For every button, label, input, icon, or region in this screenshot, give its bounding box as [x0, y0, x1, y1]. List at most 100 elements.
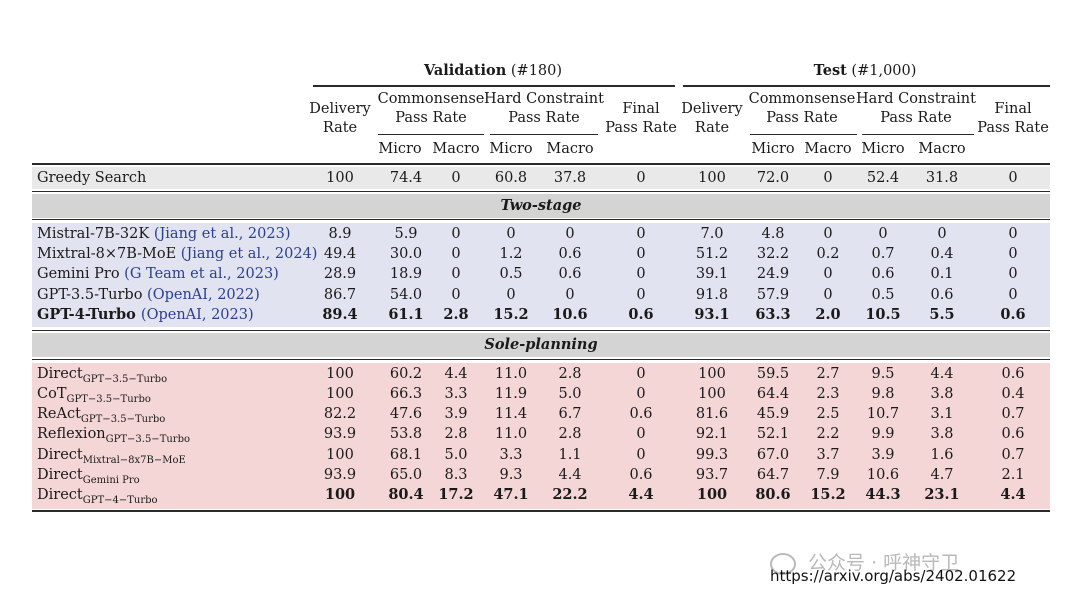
col-header-test-final: Final Pass Rate	[977, 101, 1049, 136]
sole-planning-header-band	[32, 333, 1050, 357]
greedy-search-val-cs-macro: 0	[451, 170, 461, 186]
sole-planning-row-3-test-final: 0.6	[1001, 426, 1025, 442]
sole-planning-row-5-val-hard-micro: 9.3	[499, 467, 523, 483]
sole-planning-row-6-val-cs-macro: 17.2	[438, 486, 474, 503]
method-sole-planning-4: DirectMixtral−8x7B−MoE	[37, 447, 186, 466]
method-sole-planning-1: CoTGPT−3.5−Turbo	[37, 386, 151, 405]
method-name: ReAct	[37, 406, 81, 422]
two-stage-row-0-test-cs-macro: 0	[823, 226, 833, 242]
model-name: Mixtral-8×7B-MoE	[37, 246, 181, 262]
sole-planning-row-6-val-final: 4.4	[628, 486, 654, 503]
sole-planning-row-4-val-cs-macro: 5.0	[444, 447, 468, 463]
two-stage-row-2-val-cs-micro: 18.9	[389, 266, 423, 282]
greedy-search-val-hard-macro: 37.8	[553, 170, 587, 186]
section-header-two-stage: Two-stage	[500, 197, 582, 214]
sole-planning-row-3-val-hard-macro: 2.8	[558, 426, 582, 442]
two-stage-row-0-val-hard-micro: 0	[506, 226, 516, 242]
two-stage-row-3-val-hard-micro: 0	[506, 287, 516, 303]
two-stage-row-3-val-cs-macro: 0	[451, 287, 461, 303]
sole-planning-row-5-test-hard-macro: 4.7	[930, 467, 954, 483]
two-stage-row-1-test-hard-micro: 0.7	[871, 246, 895, 262]
rule-above-two-stage	[32, 191, 1050, 192]
sole-planning-row-0-val-cs-micro: 60.2	[389, 366, 423, 382]
two-stage-row-4-test-cs-macro: 2.0	[815, 306, 841, 323]
two-stage-row-3-val-final: 0	[636, 287, 646, 303]
sole-planning-row-1-val-hard-micro: 11.9	[494, 386, 528, 402]
sole-planning-row-4-test-delivery: 99.3	[695, 447, 729, 463]
sole-planning-row-3-test-hard-macro: 3.8	[930, 426, 954, 442]
sole-planning-row-2-val-delivery: 82.2	[323, 406, 357, 422]
col-header-val-commonsense: Commonsense Pass Rate	[377, 91, 485, 126]
sole-planning-row-4-val-hard-macro: 1.1	[558, 447, 582, 463]
sole-planning-row-5-test-hard-micro: 10.6	[866, 467, 900, 483]
citation-link[interactable]: (G Team et al., 2023)	[124, 266, 279, 282]
sole-planning-row-6-test-cs-macro: 15.2	[810, 486, 846, 503]
two-stage-row-2-val-cs-macro: 0	[451, 266, 461, 282]
test-group-header: Test (#1,000)	[814, 61, 917, 81]
greedy-search-test-cs-micro: 72.0	[756, 170, 790, 186]
two-stage-row-3-val-hard-macro: 0	[565, 287, 575, 303]
sole-planning-row-5-test-cs-micro: 64.7	[756, 467, 790, 483]
two-stage-row-3-test-hard-micro: 0.5	[871, 287, 895, 303]
subheader-val-hard-micro: Micro	[489, 141, 533, 157]
sole-planning-row-5-val-final: 0.6	[629, 467, 653, 483]
two-stage-row-0-val-cs-macro: 0	[451, 226, 461, 242]
two-stage-row-4-val-cs-micro: 61.1	[388, 306, 424, 323]
method-name: Direct	[37, 447, 83, 463]
sole-planning-row-2-test-cs-macro: 2.5	[816, 406, 840, 422]
sole-planning-row-4-val-final: 0	[636, 447, 646, 463]
sole-planning-row-6-test-delivery: 100	[696, 486, 728, 503]
sole-planning-row-3-test-hard-micro: 9.9	[871, 426, 895, 442]
sole-planning-row-4-val-hard-micro: 3.3	[499, 447, 523, 463]
wechat-icon	[770, 552, 796, 575]
method-greedy-search: Greedy Search	[37, 170, 147, 186]
model-subscript: GPT−3.5−Turbo	[80, 414, 166, 425]
model-subscript: Mixtral−8x7B−MoE	[82, 455, 186, 466]
col-header-test-commonsense: Commonsense Pass Rate	[748, 91, 856, 126]
two-stage-row-1-test-final: 0	[1008, 246, 1018, 262]
subheader-test-commonsense-micro: Micro	[751, 141, 795, 157]
sole-planning-row-6-test-hard-micro: 44.3	[865, 486, 901, 503]
sole-planning-row-6-test-hard-macro: 23.1	[924, 486, 960, 503]
two-stage-row-1-val-hard-micro: 1.2	[499, 246, 523, 262]
subheader-val-hard-macro: Macro	[546, 141, 594, 157]
sole-planning-row-0-val-hard-macro: 2.8	[558, 366, 582, 382]
citation-link[interactable]: (Jiang et al., 2024)	[180, 246, 318, 262]
method-two-stage-1: Mixtral-8×7B-MoE (Jiang et al., 2024)	[37, 246, 317, 262]
two-stage-row-2-test-cs-macro: 0	[823, 266, 833, 282]
method-name: Direct	[37, 366, 83, 382]
sole-planning-row-3-val-cs-macro: 2.8	[444, 426, 468, 442]
col-header-val-final: Final Pass Rate	[605, 101, 677, 136]
two-stage-row-2-test-hard-macro: 0.1	[930, 266, 954, 282]
sole-planning-row-2-test-hard-macro: 3.1	[930, 406, 954, 422]
col-header-val-hard: Hard Constraint Pass Rate	[484, 91, 604, 126]
sole-planning-row-0-val-cs-macro: 4.4	[444, 366, 468, 382]
two-stage-row-2-test-cs-micro: 24.9	[756, 266, 790, 282]
two-stage-row-4-test-final: 0.6	[1000, 306, 1026, 323]
citation-link[interactable]: (OpenAI, 2023)	[140, 307, 254, 323]
validation-group-header: Validation (#180)	[424, 61, 562, 81]
two-stage-row-1-test-cs-micro: 32.2	[756, 246, 790, 262]
two-stage-row-3-val-delivery: 86.7	[323, 287, 357, 303]
sole-planning-row-1-val-cs-macro: 3.3	[444, 386, 468, 402]
method-name: Reflexion	[37, 426, 106, 442]
two-stage-row-4-test-hard-macro: 5.5	[929, 306, 955, 323]
citation-link[interactable]: (Jiang et al., 2023)	[153, 226, 291, 242]
subcol-rule-test-hard	[862, 134, 974, 135]
arxiv-url: https://arxiv.org/abs/2402.01622	[770, 567, 1017, 585]
two-stage-rows-band	[32, 223, 1050, 327]
rule-below-two-stage-header	[32, 219, 1050, 220]
greedy-row-band	[32, 167, 1050, 189]
two-stage-row-3-test-cs-micro: 57.9	[756, 287, 790, 303]
greedy-search-test-cs-macro: 0	[823, 170, 833, 186]
two-stage-row-3-test-delivery: 91.8	[695, 287, 729, 303]
two-stage-row-0-val-hard-macro: 0	[565, 226, 575, 242]
two-stage-row-1-val-hard-macro: 0.6	[558, 246, 582, 262]
two-stage-row-4-test-hard-micro: 10.5	[865, 306, 901, 323]
citation-link[interactable]: (OpenAI, 2022)	[147, 287, 260, 303]
sole-planning-row-4-test-cs-micro: 67.0	[756, 447, 790, 463]
sole-planning-row-1-test-final: 0.4	[1001, 386, 1025, 402]
sole-planning-row-3-val-final: 0	[636, 426, 646, 442]
sole-planning-row-5-val-delivery: 93.9	[323, 467, 357, 483]
sole-planning-row-5-val-hard-macro: 4.4	[558, 467, 582, 483]
